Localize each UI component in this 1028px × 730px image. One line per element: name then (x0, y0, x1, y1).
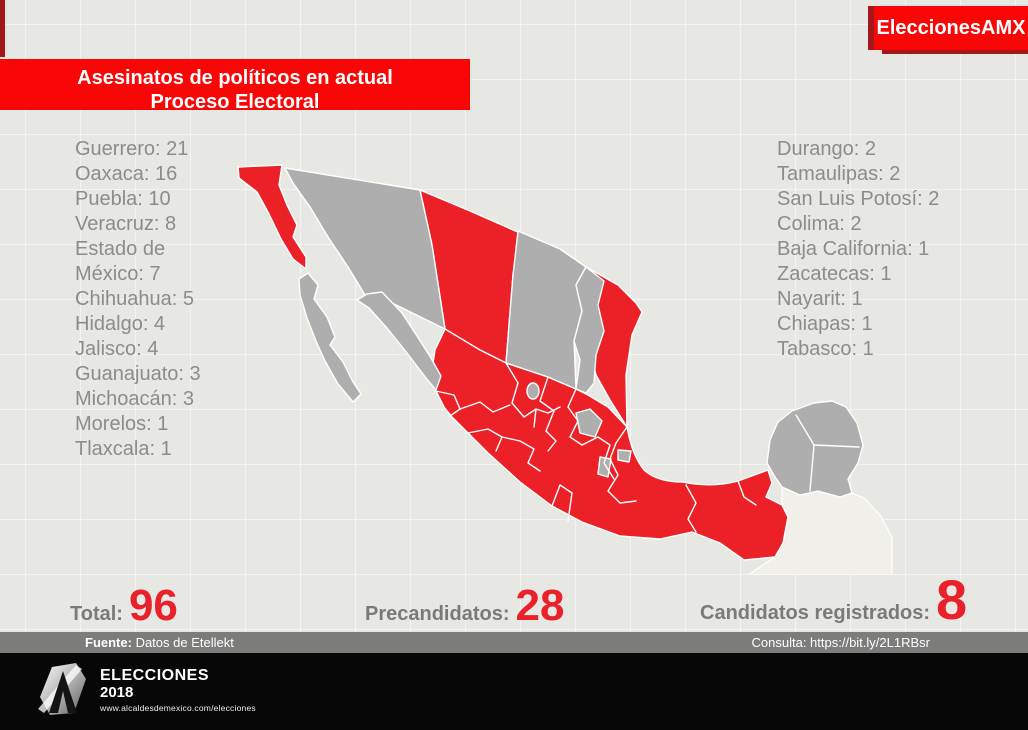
state-count-item: Puebla: 10 (75, 188, 171, 210)
state-count-item: Chihuahua: 5 (75, 288, 194, 310)
brand-badge: EleccionesAMX (874, 6, 1028, 50)
state-count-item: Veracruz: 8 (75, 213, 177, 235)
source-value: Datos de Etellekt (131, 635, 234, 650)
state-baja-california (237, 164, 307, 270)
state-count-item: Baja California: 1 (777, 238, 930, 260)
state-count-item: Nayarit: 1 (777, 288, 863, 310)
top-left-accent-strip (0, 0, 5, 57)
state-border-line (581, 436, 615, 480)
brand-text: ELECCIONES 2018 www.alcaldesdemexico.com… (100, 667, 256, 713)
stat-total-label: Total: (70, 603, 123, 625)
brand-block: ELECCIONES 2018 www.alcaldesdemexico.com… (36, 663, 1028, 717)
state-baja-california-sur (298, 272, 362, 403)
brand-badge-label: EleccionesAMX (876, 16, 1026, 39)
state-sinaloa (356, 291, 442, 391)
stat-candidatos-value: 8 (936, 568, 968, 631)
state-count-item: San Luis Potosí: 2 (777, 188, 940, 210)
stat-total: Total: 96 (70, 584, 178, 628)
state-count-item: Durango: 2 (777, 138, 876, 160)
state-border-line (545, 430, 557, 452)
state-count-item: Zacatecas: 1 (777, 263, 892, 285)
badge-shadow (882, 50, 1028, 54)
state-border-line (607, 426, 637, 504)
state-count-list-right: Durango: 2 Tamaulipas: 2 San Luis Potosí: … (777, 137, 982, 362)
stat-candidatos-registrados: Candidatos registrados: 8 (700, 572, 967, 628)
state-count-item: Morelos: 1 (75, 413, 169, 435)
state-border-line (501, 436, 541, 472)
state-small-gray-east (617, 449, 632, 463)
state-count-item: Oaxaca: 16 (75, 163, 178, 185)
state-cdmx (597, 456, 612, 478)
state-border-line (795, 414, 860, 492)
state-count-item: Chiapas: 1 (777, 313, 873, 335)
state-border-line (435, 390, 461, 417)
consulta-link-text: Consulta: https://bit.ly/2L1RBsr (751, 635, 930, 650)
source-label: Fuente: (85, 635, 132, 650)
state-border-line (737, 480, 757, 506)
state-count-item: Colima: 2 (777, 213, 862, 235)
main-title-line2: Proceso Electoral (150, 91, 320, 113)
state-aguascalientes (526, 382, 540, 400)
source-text: Fuente: Datos de Etellekt (85, 635, 234, 650)
state-count-item: Guanajuato: 3 (75, 363, 201, 385)
state-border-line (523, 406, 561, 428)
stat-total-value: 96 (128, 581, 178, 630)
state-count-list-left: Guerrero: 21 Oaxaca: 16 Puebla: 10 Veracruz… (75, 137, 227, 462)
state-count-item: Estado de México: 7 (75, 238, 166, 285)
state-count-item: Michoacán: 3 (75, 388, 194, 410)
stat-precandidatos-value: 28 (515, 581, 565, 630)
map-yucatan-peninsula (766, 400, 864, 498)
brand-year: 2018 (100, 684, 134, 701)
badge-accent-strip (868, 6, 874, 50)
state-count-item: Jalisco: 4 (75, 338, 159, 360)
stat-precandidatos-label: Precandidatos: (365, 603, 510, 625)
state-count-item: Tabasco: 1 (777, 338, 874, 360)
source-bar: Fuente: Datos de Etellekt Consulta: http… (0, 632, 1028, 653)
stat-precandidatos: Precandidatos: 28 (365, 584, 564, 628)
brand-url: www.alcaldesdemexico.com/elecciones (100, 703, 256, 713)
state-border-line (505, 362, 525, 418)
state-nuevo-leon (573, 266, 605, 394)
mexico-map (237, 164, 893, 575)
state-count-item: Guerrero: 21 (75, 138, 189, 160)
state-count-item: Tamaulipas: 2 (777, 163, 901, 185)
state-count-item: Hidalgo: 4 (75, 313, 166, 335)
state-queretaro (575, 408, 603, 438)
alcaldes-de-mexico-logo-icon (38, 663, 86, 715)
state-border-line (539, 376, 555, 432)
state-border-line (551, 484, 573, 522)
state-border-line (459, 401, 511, 413)
state-coahuila (505, 230, 587, 390)
main-title-line1: Asesinatos de políticos en actual (77, 67, 393, 89)
main-title: Asesinatos de políticos en actual Proces… (0, 59, 470, 113)
brand-footer: ELECCIONES 2018 www.alcaldesdemexico.com… (0, 653, 1028, 730)
state-border-line (467, 428, 503, 452)
stat-candidatos-label: Candidatos registrados: (700, 602, 931, 624)
state-border-line (685, 484, 697, 533)
state-count-item: Tlaxcala: 1 (75, 438, 172, 460)
brand-name: ELECCIONES (100, 667, 210, 684)
state-border-line (567, 388, 583, 446)
